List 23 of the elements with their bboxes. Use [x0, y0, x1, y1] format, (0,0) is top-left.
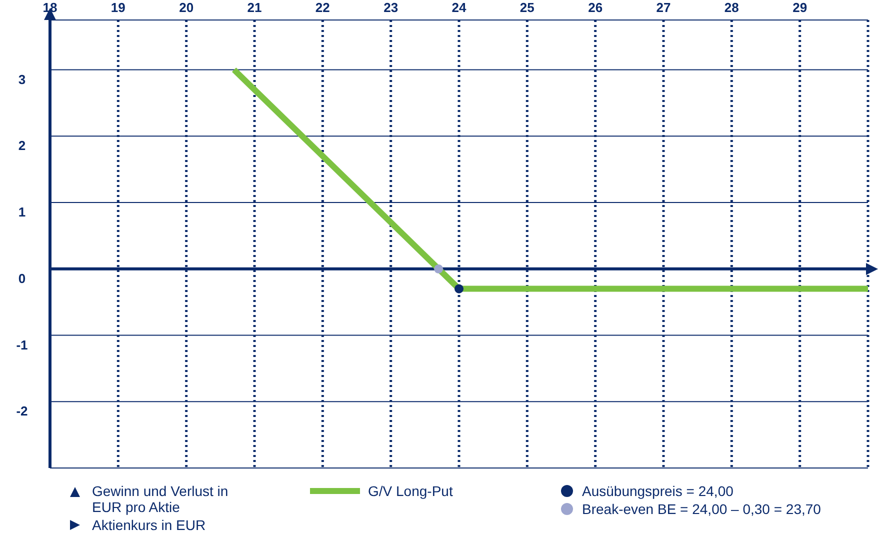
- y-tick-label: 2: [18, 138, 26, 154]
- x-tick-label: 19: [110, 0, 126, 15]
- x-axis-title: Aktienkurs in EUR: [92, 517, 206, 533]
- y-tick-label: -1: [16, 337, 28, 352]
- legend-label: G/V Long-Put: [368, 483, 453, 499]
- x-tick-label: 27: [656, 0, 671, 15]
- x-tick-label: 20: [179, 0, 194, 15]
- x-tick-label: 21: [247, 0, 262, 15]
- y-tick-label: 3: [18, 72, 26, 87]
- x-tick-label: 18: [42, 0, 58, 15]
- y-tick-label: 0: [18, 270, 26, 286]
- legend-label: Ausübungspreis = 24,00: [582, 483, 734, 499]
- x-tick-label: 24: [452, 0, 467, 15]
- text: Gewinn und Verlust in EUR pro Aktie: [92, 483, 230, 515]
- x-tick-label: 23: [384, 0, 398, 15]
- x-tick-label: 25: [520, 0, 534, 15]
- y-tick-label: -2: [16, 404, 28, 419]
- x-tick-label: 28: [724, 0, 739, 15]
- y-tick-label: 1: [18, 204, 26, 220]
- x-tick-label: 26: [588, 0, 603, 15]
- legend-label: Break-even BE = 24,00 – 0,30 = 23,70: [582, 501, 821, 517]
- x-tick-label: 22: [315, 0, 330, 15]
- x-tick-label: 29: [792, 0, 808, 15]
